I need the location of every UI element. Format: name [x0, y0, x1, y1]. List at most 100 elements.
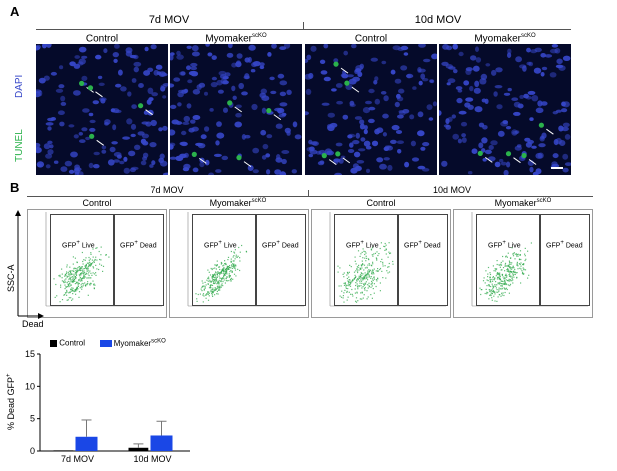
- flow-event: [362, 278, 364, 280]
- flow-event: [71, 289, 73, 291]
- flow-event: [66, 286, 68, 288]
- dapi-nucleus: [394, 78, 402, 84]
- dapi-nucleus: [366, 168, 370, 173]
- flow-event: [70, 297, 72, 299]
- flow-event: [368, 286, 370, 288]
- dapi-nucleus: [150, 119, 157, 127]
- flow-event: [228, 276, 230, 278]
- flow-event: [514, 271, 516, 273]
- dapi-nucleus: [552, 111, 558, 115]
- flow-event: [74, 280, 76, 282]
- dapi-nucleus: [527, 139, 534, 144]
- flow-event: [493, 286, 495, 288]
- flow-event: [225, 271, 227, 273]
- legend-label-myomaker: MyomakerscKO: [113, 338, 166, 348]
- flow-event: [215, 264, 217, 266]
- flow-event: [241, 244, 243, 247]
- flow-event: [218, 288, 220, 290]
- flow-event: [223, 273, 225, 275]
- flow-event: [495, 268, 497, 270]
- dapi-nucleus: [383, 95, 389, 102]
- flow-event: [524, 269, 527, 271]
- flow-event: [370, 283, 372, 285]
- x-tick-label: 7d MOV: [61, 454, 94, 464]
- flow-event: [388, 271, 391, 273]
- flow-event: [364, 282, 366, 284]
- dapi-nucleus: [45, 153, 53, 159]
- flow-event: [496, 284, 498, 286]
- flow-event: [227, 256, 230, 258]
- dapi-nucleus: [478, 122, 485, 128]
- flow-event: [81, 282, 83, 285]
- flow-event: [212, 276, 214, 278]
- flow-event: [518, 263, 520, 265]
- dapi-nucleus: [190, 119, 196, 124]
- dapi-nucleus: [142, 140, 149, 146]
- dapi-nucleus: [260, 129, 267, 136]
- flow-event: [77, 270, 79, 272]
- flow-event: [503, 294, 505, 297]
- flow-event: [364, 251, 366, 253]
- flow-event: [235, 275, 237, 277]
- tunel-spot: [87, 85, 94, 91]
- dapi-nucleus: [113, 159, 120, 163]
- flow-event: [360, 292, 362, 294]
- flow-event: [354, 292, 356, 294]
- flow-event: [359, 282, 361, 284]
- dapi-nucleus: [426, 104, 433, 110]
- flow-event: [370, 277, 372, 279]
- flow-event: [214, 288, 216, 290]
- dapi-nucleus: [215, 140, 220, 146]
- flow-event: [92, 248, 94, 250]
- flow-event: [348, 291, 350, 293]
- dapi-nucleus: [47, 126, 52, 131]
- flow-event: [496, 278, 498, 280]
- flow-event: [490, 290, 492, 292]
- flow-event: [509, 285, 511, 287]
- flow-event: [499, 272, 501, 274]
- flow-event: [224, 271, 226, 273]
- flow-event: [348, 276, 350, 278]
- flow-event: [93, 284, 95, 286]
- flow-event: [385, 249, 387, 251]
- dapi-nucleus: [485, 63, 491, 67]
- flow-event: [85, 284, 87, 286]
- flow-event: [503, 282, 505, 284]
- dapi-nucleus: [119, 160, 125, 165]
- flow-event: [80, 267, 82, 269]
- dapi-nucleus: [177, 91, 184, 98]
- dapi-nucleus: [279, 46, 287, 50]
- flow-event: [387, 272, 389, 274]
- flow-event: [487, 292, 489, 294]
- flow-event: [506, 283, 508, 286]
- flow-event: [78, 269, 80, 271]
- flow-event: [214, 274, 216, 276]
- dapi-nucleus: [147, 87, 154, 94]
- flow-event: [75, 293, 77, 295]
- flow-event: [356, 283, 358, 285]
- flow-event: [500, 269, 502, 271]
- flow-event: [377, 278, 379, 280]
- flow-event: [388, 242, 390, 244]
- flow-event: [501, 274, 504, 276]
- flow-event: [363, 269, 365, 271]
- flow-event: [84, 272, 86, 274]
- flow-event: [89, 258, 91, 260]
- flow-event: [372, 255, 374, 257]
- flow-event: [361, 265, 363, 267]
- flow-event: [381, 270, 383, 272]
- flow-event: [486, 293, 488, 295]
- flow-event: [364, 278, 366, 280]
- dapi-nucleus: [511, 129, 518, 136]
- arrow-marker: [96, 139, 104, 146]
- flow-event: [83, 275, 85, 277]
- flow-event: [233, 264, 235, 266]
- dapi-nucleus: [533, 67, 542, 74]
- flow-event: [512, 265, 514, 267]
- flow-event: [84, 265, 86, 267]
- flow-event: [383, 245, 385, 247]
- flow-event: [83, 268, 85, 270]
- dapi-nucleus: [122, 136, 130, 140]
- flow-event: [84, 282, 86, 284]
- dapi-nucleus: [244, 73, 250, 80]
